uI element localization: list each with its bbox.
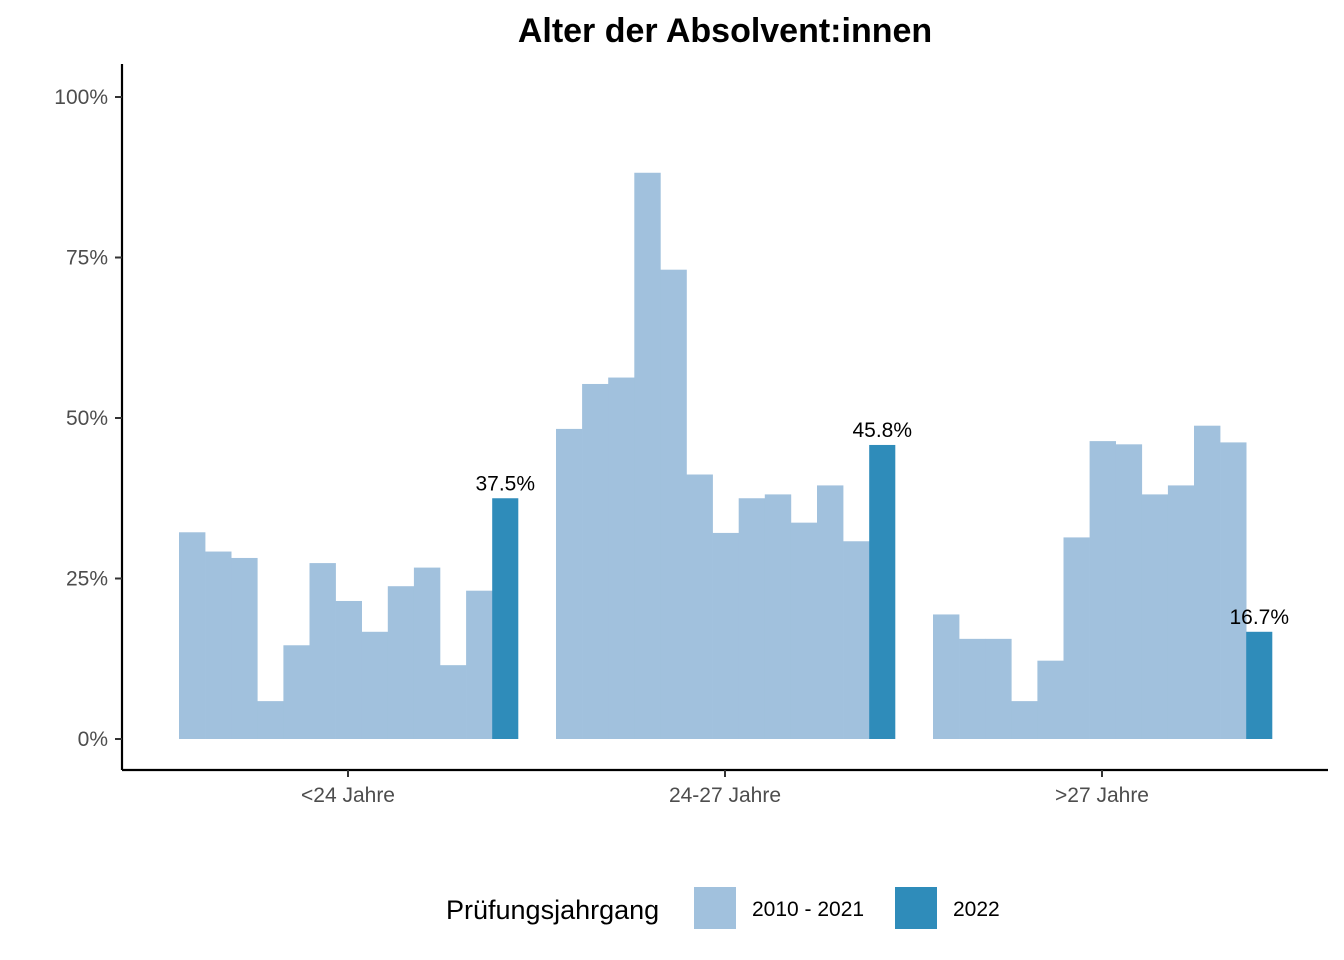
bar-3-2016 bbox=[1089, 441, 1116, 739]
bar-3-2015 bbox=[1063, 537, 1090, 739]
y-tick-label-3: 75% bbox=[66, 247, 108, 270]
bar-1-2022 bbox=[492, 498, 519, 739]
bar-3-2014 bbox=[1037, 660, 1064, 739]
bar-1-2012 bbox=[231, 557, 258, 739]
x-tick-label-0: <24 Jahre bbox=[301, 784, 395, 807]
bar-2-2011 bbox=[582, 383, 609, 739]
data-label-3: 16.7% bbox=[1229, 606, 1289, 629]
bar-3-2017 bbox=[1115, 444, 1143, 739]
bars-group bbox=[179, 172, 1273, 739]
bar-2-2020 bbox=[817, 485, 844, 739]
bar-2-2010 bbox=[556, 428, 583, 739]
legend-label-2010-2021: 2010 - 2021 bbox=[752, 898, 864, 921]
x-tick-label-2: >27 Jahre bbox=[1055, 784, 1149, 807]
bar-2-2017 bbox=[738, 498, 766, 739]
legend: Prüfungsjahrgang 2010 - 2021 2022 bbox=[446, 887, 1000, 929]
y-tick-label-1: 25% bbox=[66, 568, 108, 591]
legend-swatch-2022 bbox=[895, 887, 937, 929]
legend-label-2022: 2022 bbox=[953, 898, 1000, 921]
bar-1-2020 bbox=[440, 665, 467, 739]
bar-3-2012 bbox=[985, 638, 1012, 739]
bar-1-2011 bbox=[205, 551, 232, 739]
bar-1-2015 bbox=[309, 563, 336, 739]
x-tick-label-1: 24-27 Jahre bbox=[669, 784, 781, 807]
bar-2-2013 bbox=[634, 172, 661, 739]
data-label-1: 37.5% bbox=[475, 472, 535, 495]
chart-title: Alter der Absolvent:innen bbox=[518, 12, 932, 50]
data-labels-group: 37.5% 45.8% 16.7% bbox=[475, 419, 1289, 629]
bar-3-2010 bbox=[933, 614, 960, 739]
x-axis: <24 Jahre 24-27 Jahre >27 Jahre bbox=[122, 768, 1328, 807]
bar-2-2021 bbox=[843, 541, 870, 739]
legend-swatch-2010-2021 bbox=[694, 887, 736, 929]
bar-1-2014 bbox=[283, 645, 310, 739]
bar-1-2010 bbox=[179, 532, 206, 739]
bar-1-2021 bbox=[466, 590, 493, 739]
bar-2-2022 bbox=[869, 444, 896, 739]
bar-2-2019 bbox=[790, 522, 818, 739]
bar-1-2016 bbox=[335, 600, 362, 739]
bar-2-2015 bbox=[686, 474, 713, 739]
data-label-2: 45.8% bbox=[852, 419, 912, 442]
bar-3-2021 bbox=[1220, 442, 1247, 739]
bar-1-2019 bbox=[413, 567, 441, 739]
legend-title: Prüfungsjahrgang bbox=[446, 895, 659, 925]
bar-3-2018 bbox=[1141, 494, 1169, 739]
bar-2-2018 bbox=[764, 494, 792, 739]
bar-2-2012 bbox=[608, 377, 635, 739]
bar-3-2020 bbox=[1194, 425, 1221, 739]
bar-1-2017 bbox=[361, 631, 389, 739]
y-axis: 0% 25% 50% 75% 100% bbox=[54, 64, 124, 770]
bar-2-2016 bbox=[712, 532, 739, 739]
y-tick-label-2: 50% bbox=[66, 407, 108, 430]
bar-1-2013 bbox=[257, 701, 284, 739]
y-tick-label-0: 0% bbox=[78, 728, 108, 751]
bar-3-2013 bbox=[1011, 701, 1038, 739]
bar-3-2022 bbox=[1246, 631, 1273, 739]
bar-1-2018 bbox=[387, 586, 415, 739]
bar-3-2011 bbox=[959, 638, 986, 739]
bar-2-2014 bbox=[660, 269, 687, 739]
bar-3-2019 bbox=[1167, 485, 1195, 739]
y-tick-label-4: 100% bbox=[54, 86, 108, 109]
